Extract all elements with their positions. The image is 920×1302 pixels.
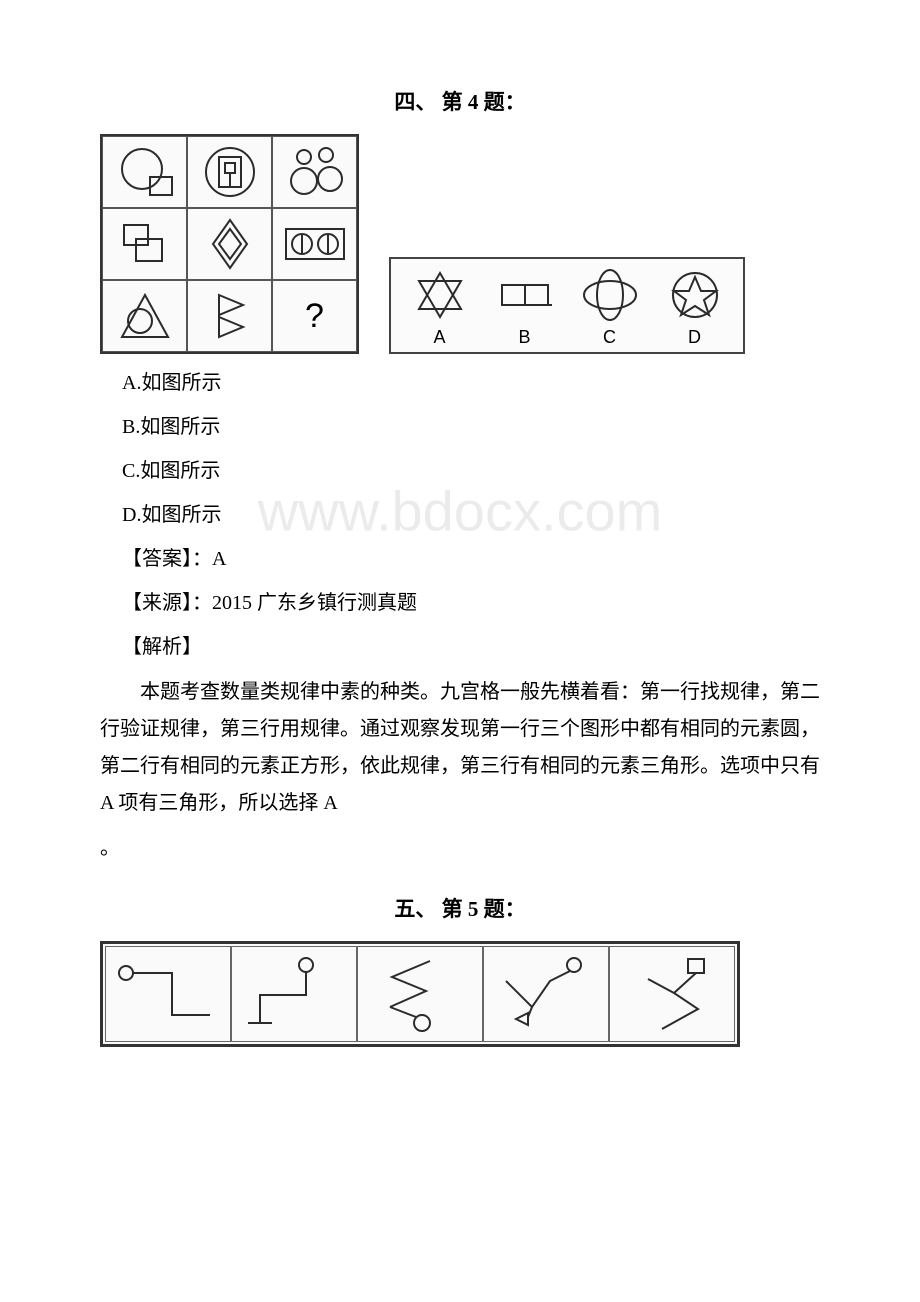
- option-d-label: D: [688, 327, 701, 348]
- question-mark-icon: ?: [305, 297, 324, 336]
- grid-cell-2-1: [102, 208, 187, 280]
- q4-options: A B C: [389, 257, 745, 354]
- q4-analysis-label: 【解析】: [122, 628, 820, 666]
- page-content: 四、 第 4 题：: [100, 86, 820, 1047]
- q5-cell-3: [357, 946, 483, 1042]
- q4-grid: ?: [100, 134, 359, 354]
- q5-figure-row: [100, 941, 740, 1047]
- option-a: A: [397, 267, 482, 348]
- option-b-label: B: [518, 327, 530, 348]
- option-b: B: [482, 267, 567, 348]
- q5-cell-2: [231, 946, 357, 1042]
- q5-cell-1: [105, 946, 231, 1042]
- option-c-label: C: [603, 327, 616, 348]
- q4-answer: 【答案】：A: [122, 540, 820, 578]
- grid-cell-3-3: ?: [272, 280, 357, 352]
- q5-cell-4: [483, 946, 609, 1042]
- q4-analysis-tail: 。: [100, 830, 820, 867]
- option-d: D: [652, 267, 737, 348]
- grid-cell-3-1: [102, 280, 187, 352]
- grid-cell-1-1: [102, 136, 187, 208]
- q4-header: 四、 第 4 题：: [100, 86, 820, 116]
- grid-cell-2-3: [272, 208, 357, 280]
- q5-cell-5: [609, 946, 735, 1042]
- q5-header: 五、 第 5 题：: [100, 893, 820, 923]
- option-a-label: A: [433, 327, 445, 348]
- grid-cell-1-3: [272, 136, 357, 208]
- grid-cell-3-2: [187, 280, 272, 352]
- q4-opt-c-text: C.如图所示: [122, 452, 820, 490]
- q4-analysis-body: 本题考查数量类规律中素的种类。九宫格一般先横着看：第一行找规律，第二行验证规律，…: [100, 674, 820, 822]
- grid-cell-1-2: [187, 136, 272, 208]
- q4-figure-row: ? A B: [100, 134, 820, 354]
- option-c: C: [567, 267, 652, 348]
- q4-source: 【来源】：2015 广东乡镇行测真题: [122, 584, 820, 622]
- grid-cell-2-2: [187, 208, 272, 280]
- q4-opt-a-text: A.如图所示: [122, 364, 820, 402]
- q4-opt-d-text: D.如图所示: [122, 496, 820, 534]
- q4-opt-b-text: B.如图所示: [122, 408, 820, 446]
